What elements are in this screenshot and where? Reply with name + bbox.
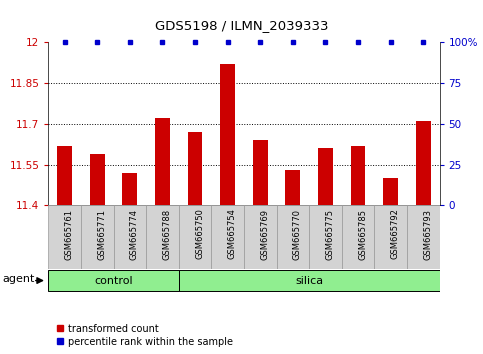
Bar [212, 205, 244, 269]
Bar [57, 145, 72, 205]
Text: silica: silica [295, 275, 323, 286]
Bar [244, 205, 277, 269]
Bar [146, 205, 179, 269]
Text: GSM665770: GSM665770 [293, 209, 302, 259]
Legend: transformed count, percentile rank within the sample: transformed count, percentile rank withi… [53, 320, 237, 350]
Text: GSM665792: GSM665792 [391, 209, 399, 259]
Bar [220, 64, 235, 205]
Text: agent: agent [2, 274, 35, 284]
Bar [384, 178, 398, 205]
Bar [179, 205, 212, 269]
Bar [114, 205, 146, 269]
Text: GSM665775: GSM665775 [326, 209, 334, 259]
Bar [407, 205, 440, 269]
Bar [188, 132, 202, 205]
Text: GSM665771: GSM665771 [97, 209, 106, 259]
Text: control: control [94, 275, 133, 286]
Bar [374, 205, 407, 269]
Bar [318, 148, 333, 205]
Text: GSM665785: GSM665785 [358, 209, 367, 259]
Bar [90, 154, 104, 205]
Text: GSM665788: GSM665788 [162, 209, 171, 259]
Bar [155, 119, 170, 205]
Bar [285, 170, 300, 205]
Bar [179, 270, 440, 291]
Bar [48, 205, 81, 269]
Bar [416, 121, 430, 205]
Bar [309, 205, 342, 269]
Text: GSM665793: GSM665793 [423, 209, 432, 259]
Bar [253, 140, 268, 205]
Bar [276, 205, 309, 269]
Text: GSM665769: GSM665769 [260, 209, 269, 259]
Bar [81, 205, 114, 269]
Text: GSM665750: GSM665750 [195, 209, 204, 259]
Bar [123, 173, 137, 205]
Text: GSM665774: GSM665774 [130, 209, 139, 259]
Text: GSM665761: GSM665761 [65, 209, 73, 259]
Text: GSM665754: GSM665754 [227, 209, 237, 259]
Text: GDS5198 / ILMN_2039333: GDS5198 / ILMN_2039333 [155, 19, 328, 32]
Bar [342, 205, 374, 269]
Bar [351, 145, 365, 205]
Bar [48, 270, 179, 291]
